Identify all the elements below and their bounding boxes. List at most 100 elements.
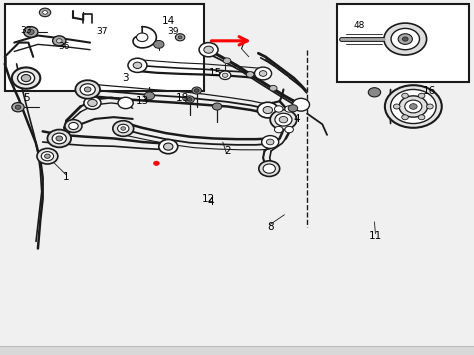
Circle shape (18, 72, 35, 84)
Circle shape (118, 97, 133, 109)
Text: 2: 2 (224, 146, 231, 156)
Circle shape (84, 87, 91, 92)
Text: 5: 5 (23, 93, 29, 103)
Text: 33: 33 (20, 26, 32, 36)
Circle shape (21, 75, 31, 82)
Circle shape (175, 34, 185, 41)
Circle shape (164, 143, 173, 150)
Circle shape (222, 73, 228, 77)
Circle shape (159, 140, 178, 154)
Circle shape (219, 71, 231, 80)
Circle shape (275, 113, 292, 126)
Circle shape (255, 67, 272, 80)
Circle shape (27, 29, 34, 34)
Circle shape (178, 36, 182, 39)
Circle shape (137, 33, 148, 42)
Circle shape (393, 104, 400, 109)
Circle shape (128, 58, 147, 72)
Text: 16: 16 (422, 86, 436, 95)
Text: 4: 4 (208, 197, 214, 207)
Circle shape (69, 122, 78, 130)
Circle shape (427, 104, 433, 109)
Circle shape (385, 85, 442, 128)
Circle shape (262, 136, 279, 148)
Circle shape (398, 34, 412, 44)
Circle shape (259, 71, 267, 76)
Circle shape (15, 105, 21, 109)
Circle shape (279, 116, 288, 123)
Circle shape (292, 98, 310, 111)
Circle shape (39, 8, 51, 17)
Text: 11: 11 (369, 231, 382, 241)
Circle shape (418, 93, 425, 98)
Text: 14: 14 (162, 16, 175, 26)
Circle shape (185, 96, 194, 103)
Circle shape (368, 88, 381, 97)
Circle shape (41, 152, 54, 161)
Circle shape (52, 133, 66, 144)
Circle shape (391, 28, 419, 50)
Circle shape (75, 80, 100, 99)
Circle shape (402, 93, 408, 98)
Text: 39: 39 (167, 27, 179, 37)
Text: 18: 18 (176, 93, 189, 103)
Text: 3: 3 (122, 73, 129, 83)
Text: 37: 37 (96, 27, 108, 37)
Text: 1: 1 (63, 173, 70, 182)
Text: 15: 15 (209, 68, 222, 78)
Text: 7: 7 (238, 41, 245, 51)
Circle shape (418, 115, 425, 120)
Circle shape (133, 62, 142, 69)
Circle shape (187, 98, 192, 101)
Circle shape (384, 23, 427, 55)
Circle shape (154, 40, 164, 48)
Circle shape (56, 136, 63, 141)
Circle shape (113, 121, 134, 136)
Circle shape (12, 103, 24, 112)
Circle shape (405, 100, 422, 113)
Circle shape (263, 106, 273, 114)
Circle shape (263, 164, 275, 173)
Circle shape (410, 104, 417, 109)
Circle shape (402, 115, 408, 120)
Circle shape (45, 154, 50, 158)
Text: 48: 48 (354, 21, 365, 31)
Circle shape (246, 72, 254, 77)
Circle shape (24, 27, 38, 37)
Circle shape (204, 46, 213, 53)
Circle shape (223, 58, 231, 64)
Circle shape (194, 89, 199, 92)
Circle shape (269, 86, 277, 91)
Bar (337, 4, 469, 82)
Circle shape (118, 124, 129, 133)
Circle shape (402, 37, 408, 41)
Circle shape (53, 36, 66, 46)
Text: 36: 36 (58, 42, 70, 51)
Circle shape (154, 161, 159, 165)
Circle shape (285, 106, 293, 112)
Circle shape (37, 148, 58, 164)
Circle shape (270, 110, 297, 130)
Circle shape (288, 105, 298, 112)
Circle shape (212, 103, 222, 110)
Circle shape (84, 97, 101, 109)
Text: 8: 8 (267, 222, 273, 232)
Bar (5, 4, 204, 91)
Circle shape (65, 120, 82, 132)
Text: 12: 12 (202, 194, 215, 204)
Bar (0, 346, 474, 355)
Circle shape (257, 102, 278, 118)
Circle shape (274, 126, 283, 133)
Circle shape (121, 127, 126, 130)
Circle shape (266, 139, 274, 145)
Text: 4: 4 (293, 114, 300, 124)
Circle shape (43, 11, 47, 14)
Circle shape (88, 99, 97, 106)
Circle shape (80, 84, 95, 95)
Text: 13: 13 (136, 96, 149, 106)
Circle shape (391, 89, 436, 124)
Circle shape (285, 126, 293, 133)
Circle shape (56, 39, 62, 43)
Circle shape (12, 67, 40, 89)
Circle shape (144, 92, 155, 100)
